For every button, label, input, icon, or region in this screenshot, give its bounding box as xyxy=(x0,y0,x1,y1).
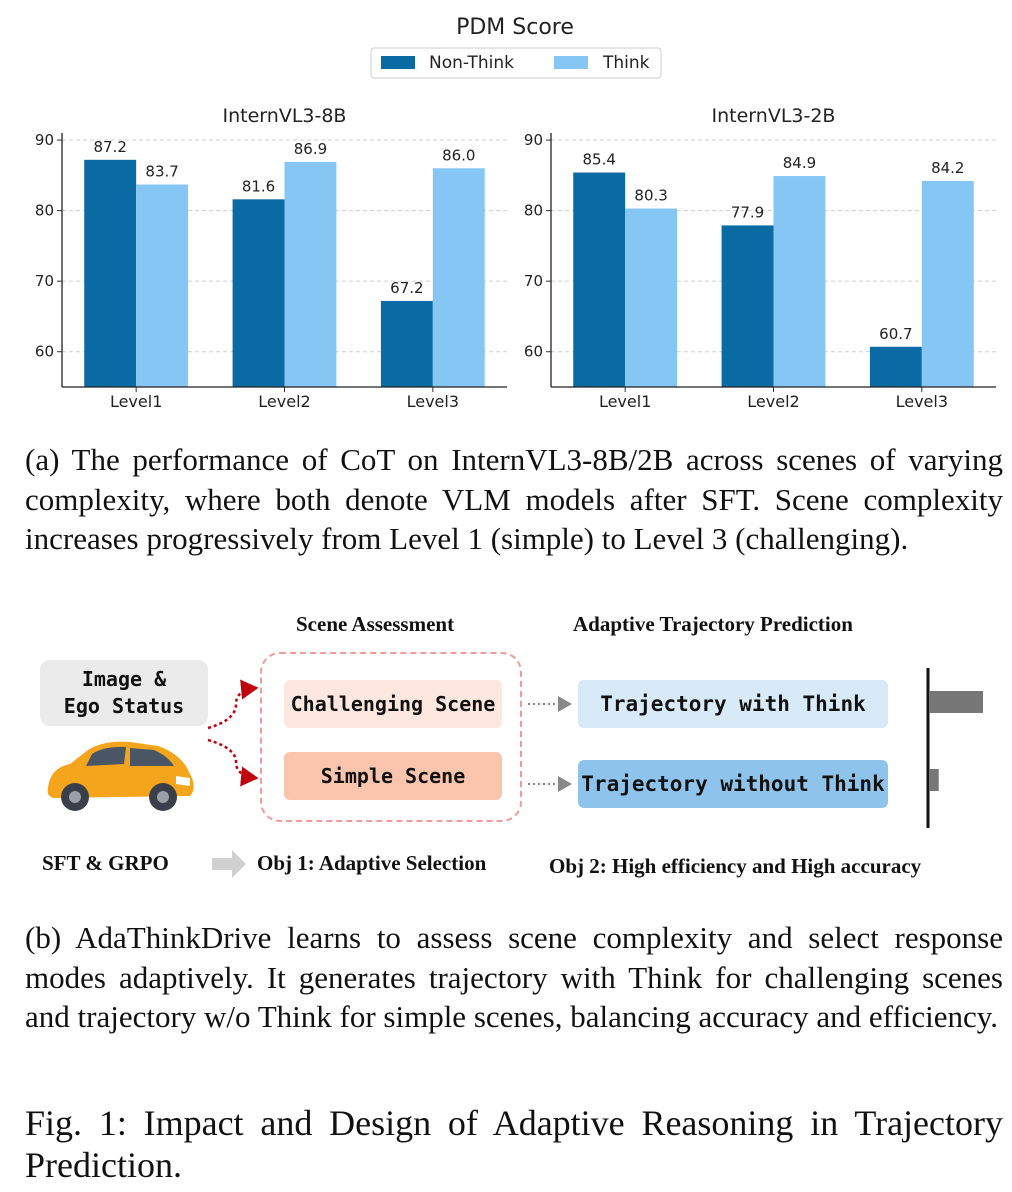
car-icon xyxy=(47,741,194,811)
caption-a: (a) The performance of CoT on InternVL3-… xyxy=(25,442,1003,556)
simple-scene-box: Simple Scene xyxy=(284,752,502,800)
bar-internvl3-8b-level2-think xyxy=(284,161,337,387)
bar-internvl3-2b-level1-think xyxy=(625,208,678,387)
heading-scene-assessment: Scene Assessment xyxy=(296,612,455,636)
arrow-to-challenging xyxy=(207,679,259,730)
bar-value-label-internvl3-2b-level2-non-think: 77.9 xyxy=(731,203,764,221)
bar-internvl3-8b-level3-think xyxy=(432,168,485,387)
adathinkdrive-diagram: Scene Assessment Adaptive Trajectory Pre… xyxy=(0,600,1012,900)
bar-internvl3-2b-level3-think xyxy=(921,180,974,387)
y-tick-label-80: 80 xyxy=(524,202,543,220)
chart-title-internvl3-8b: InternVL3-8B xyxy=(223,105,347,127)
plot-internvl3-8b: InternVL3-8B 60 70 80 90 87.2 83.7 Level1 81.6 86… xyxy=(35,105,507,411)
label-sft-grpo: SFT & GRPO xyxy=(42,851,169,875)
sft-to-obj1-arrow xyxy=(212,850,246,878)
bar-internvl3-2b-level2-non-think xyxy=(721,225,774,387)
legend-label-think: Think xyxy=(602,53,650,73)
label-obj1: Obj 1: Adaptive Selection xyxy=(257,851,487,875)
y-tick-label-90: 90 xyxy=(35,131,54,149)
trajectory-without-think-box: Trajectory without Think xyxy=(578,760,888,808)
bar-value-label-internvl3-8b-level1-non-think: 87.2 xyxy=(94,138,127,156)
bar-internvl3-2b-level3-non-think xyxy=(869,346,922,387)
diagram-arrows xyxy=(47,668,983,878)
bar-value-label-internvl3-8b-level3-think: 86.0 xyxy=(442,146,475,164)
bar-internvl3-2b-level1-non-think xyxy=(573,172,626,387)
bar-value-label-internvl3-2b-level3-non-think: 60.7 xyxy=(879,325,912,343)
input-label-line2: Ego Status xyxy=(63,694,185,718)
bar-value-label-internvl3-2b-level1-think: 80.3 xyxy=(634,186,667,204)
y-tick-label-60: 60 xyxy=(35,343,54,361)
figure-caption: Fig. 1: Impact and Design of Adaptive Re… xyxy=(25,1103,1003,1185)
legend-swatch-non-think xyxy=(381,56,415,69)
x-tick-label-level1: Level1 xyxy=(110,392,162,411)
x-tick-label-level2: Level2 xyxy=(747,392,799,411)
y-tick-label-80: 80 xyxy=(35,202,54,220)
x-tick-label-level1: Level1 xyxy=(599,392,651,411)
token-bar-nothink xyxy=(929,769,939,791)
token-bar-think xyxy=(929,691,983,713)
y-tick-label-70: 70 xyxy=(524,272,543,290)
legend-swatch-think xyxy=(554,56,588,69)
chart-suptitle: PDM Score xyxy=(456,15,574,40)
heading-adaptive-trajectory-prediction: Adaptive Trajectory Prediction xyxy=(573,612,853,636)
bar-charts-figure: PDM Score Non-Think Think InternVL3-8B 60… xyxy=(35,15,996,411)
input-label-line1: Image & xyxy=(81,667,167,691)
bar-value-label-internvl3-8b-level3-non-think: 67.2 xyxy=(390,279,423,297)
x-tick-label-level3: Level3 xyxy=(896,392,948,411)
bar-value-label-internvl3-2b-level1-non-think: 85.4 xyxy=(583,151,616,169)
bar-value-label-internvl3-8b-level2-think: 86.9 xyxy=(294,140,327,158)
y-tick-label-90: 90 xyxy=(524,131,543,149)
bar-internvl3-2b-level2-think xyxy=(773,176,826,387)
scene-assessment-frame xyxy=(260,652,522,822)
caption-b: (b) AdaThinkDrive learns to assess scene… xyxy=(25,920,1003,1034)
bar-internvl3-8b-level3-non-think xyxy=(380,300,433,387)
bar-value-label-internvl3-8b-level2-non-think: 81.6 xyxy=(242,177,275,195)
trajectory-with-think-box: Trajectory with Think xyxy=(578,680,888,728)
challenging-scene-box: Challenging Scene xyxy=(284,680,502,728)
chart-title-internvl3-2b: InternVL3-2B xyxy=(712,105,836,127)
bar-value-label-internvl3-2b-level2-think: 84.9 xyxy=(783,154,816,172)
y-tick-label-70: 70 xyxy=(35,272,54,290)
y-tick-label-60: 60 xyxy=(524,343,543,361)
plot-internvl3-2b: InternVL3-2B 60 70 80 90 85.4 80.3 Level1 77.9 84… xyxy=(524,105,996,411)
bar-value-label-internvl3-2b-level3-think: 84.2 xyxy=(931,159,964,177)
bar-internvl3-8b-level1-think xyxy=(136,184,189,387)
arrow-to-simple xyxy=(207,738,259,787)
bar-value-label-internvl3-8b-level1-think: 83.7 xyxy=(145,163,178,181)
label-obj2: Obj 2: High efficiency and High accuracy xyxy=(549,854,922,878)
input-image-ego-status: Image & Ego Status xyxy=(40,660,208,726)
x-tick-label-level2: Level2 xyxy=(258,392,310,411)
legend-label-non-think: Non-Think xyxy=(429,53,514,73)
chart-legend: Non-Think Think xyxy=(370,47,662,79)
bar-internvl3-8b-level1-non-think xyxy=(84,159,137,387)
x-tick-label-level3: Level3 xyxy=(407,392,459,411)
bar-internvl3-8b-level2-non-think xyxy=(232,199,285,387)
